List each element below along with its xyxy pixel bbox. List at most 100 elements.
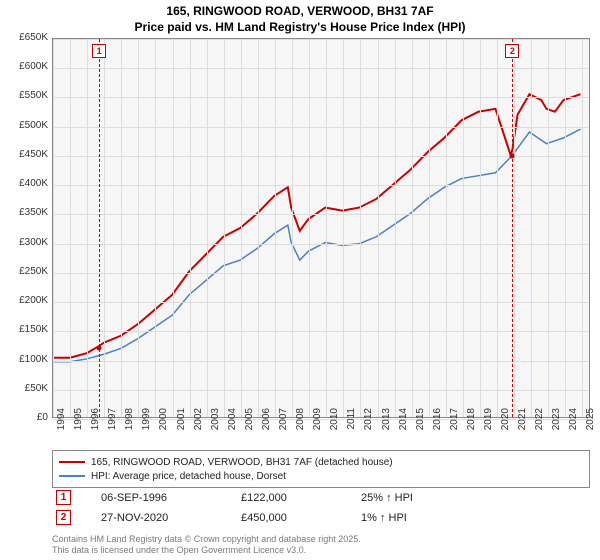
x-tick-label: 2025 [585,408,596,448]
x-tick-label: 2007 [278,408,289,448]
gridline-v [360,39,361,417]
y-tick-label: £450K [4,149,48,160]
x-tick-label: 1998 [124,408,135,448]
gridline-v [53,39,54,417]
gridline-h [53,361,589,362]
y-tick-label: £550K [4,90,48,101]
x-tick-label: 2021 [517,408,528,448]
chart-title-subtitle: Price paid vs. HM Land Registry's House … [0,20,600,34]
y-tick-label: £150K [4,324,48,335]
event-number-box: 1 [92,44,106,58]
gridline-v [70,39,71,417]
gridline-v [309,39,310,417]
annotation-delta: 1% ↑ HPI [361,512,407,524]
gridline-v [190,39,191,417]
gridline-v [463,39,464,417]
gridline-v [104,39,105,417]
x-tick-label: 2020 [500,408,511,448]
gridline-v [87,39,88,417]
x-tick-label: 2015 [415,408,426,448]
y-tick-label: £350K [4,207,48,218]
legend-label: 165, RINGWOOD ROAD, VERWOOD, BH31 7AF (d… [91,457,393,468]
legend-swatch [59,461,85,463]
x-tick-label: 2010 [329,408,340,448]
event-number-box: 2 [505,44,519,58]
x-tick-label: 2009 [312,408,323,448]
credit-line-2: This data is licensed under the Open Gov… [52,545,361,556]
y-tick-label: £100K [4,354,48,365]
gridline-h [53,127,589,128]
gridline-v [531,39,532,417]
gridline-h [53,273,589,274]
annotation-delta: 25% ↑ HPI [361,492,413,504]
series-line [53,94,581,358]
y-tick-label: £0 [4,412,48,423]
x-tick-label: 2023 [551,408,562,448]
x-tick-label: 2012 [363,408,374,448]
x-tick-label: 1999 [141,408,152,448]
legend-row: 165, RINGWOOD ROAD, VERWOOD, BH31 7AF (d… [59,455,583,469]
x-tick-label: 2011 [346,408,357,448]
annotation-price: £450,000 [241,512,331,524]
x-tick-label: 2024 [568,408,579,448]
gridline-v [514,39,515,417]
event-marker [510,153,515,158]
gridline-v [497,39,498,417]
gridline-h [53,97,589,98]
y-tick-label: £500K [4,120,48,131]
event-vline [99,39,100,417]
x-tick-label: 2017 [449,408,460,448]
x-tick-label: 1995 [73,408,84,448]
legend-box: 165, RINGWOOD ROAD, VERWOOD, BH31 7AF (d… [52,450,590,488]
x-tick-label: 2014 [398,408,409,448]
gridline-v [258,39,259,417]
credit-line-1: Contains HM Land Registry data © Crown c… [52,534,361,545]
annotation-num-box: 2 [56,510,71,525]
event-marker [97,345,102,350]
legend-label: HPI: Average price, detached house, Dors… [91,471,286,482]
event-vline [512,39,513,417]
y-tick-label: £650K [4,32,48,43]
annotation-date: 27-NOV-2020 [101,512,211,524]
x-tick-label: 2001 [176,408,187,448]
gridline-v [121,39,122,417]
annotation-price: £122,000 [241,492,331,504]
gridline-v [378,39,379,417]
x-tick-label: 2013 [381,408,392,448]
gridline-h [53,390,589,391]
legend-swatch [59,475,85,477]
gridline-v [429,39,430,417]
gridline-v [582,39,583,417]
annotation-row: 2 27-NOV-2020 £450,000 1% ↑ HPI [52,510,590,525]
y-tick-label: £300K [4,237,48,248]
y-tick-label: £600K [4,61,48,72]
gridline-v [275,39,276,417]
gridline-v [138,39,139,417]
annotation-row: 106-SEP-1996£122,00025% ↑ HPI [52,490,590,505]
x-tick-label: 1996 [90,408,101,448]
legend-row: HPI: Average price, detached house, Dors… [59,469,583,483]
x-tick-label: 2005 [244,408,255,448]
gridline-v [446,39,447,417]
x-tick-label: 2002 [193,408,204,448]
gridline-v [480,39,481,417]
gridline-v [207,39,208,417]
gridline-h [53,214,589,215]
gridline-h [53,302,589,303]
chart-title-address: 165, RINGWOOD ROAD, VERWOOD, BH31 7AF [0,4,600,18]
chart-container: 165, RINGWOOD ROAD, VERWOOD, BH31 7AF Pr… [0,0,600,560]
gridline-v [343,39,344,417]
gridline-v [155,39,156,417]
gridline-h [53,68,589,69]
x-tick-label: 1994 [56,408,67,448]
gridline-v [395,39,396,417]
gridline-h [53,185,589,186]
x-tick-label: 2008 [295,408,306,448]
y-tick-label: £400K [4,178,48,189]
gridline-h [53,244,589,245]
gridline-v [292,39,293,417]
x-tick-label: 2016 [432,408,443,448]
gridline-v [326,39,327,417]
gridline-v [565,39,566,417]
credit-text: Contains HM Land Registry data © Crown c… [52,534,361,556]
